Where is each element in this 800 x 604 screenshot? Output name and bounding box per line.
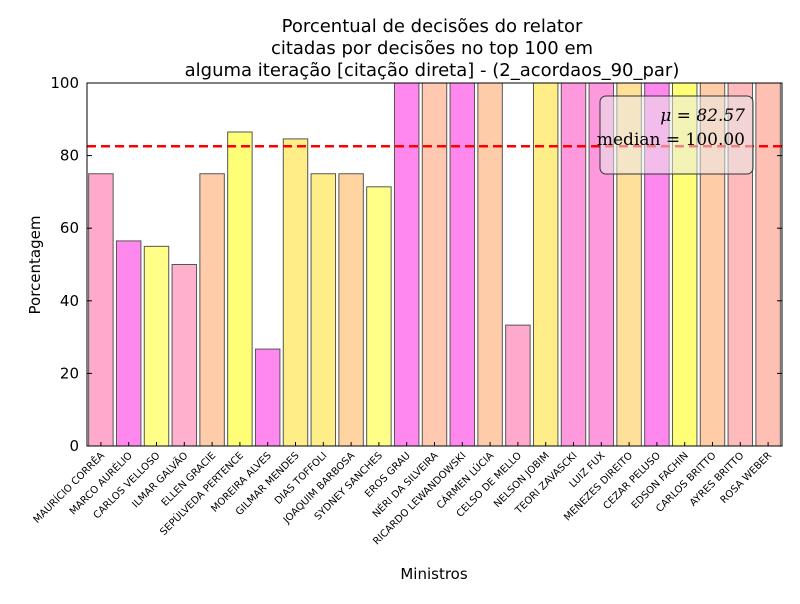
y-tick-label: 20 xyxy=(60,364,79,382)
bar xyxy=(477,82,503,447)
chart-title: Porcentual de decisões do relator citada… xyxy=(185,16,680,81)
x-axis-label: Ministros xyxy=(400,565,467,583)
bar xyxy=(115,240,142,447)
y-tick-label: 100 xyxy=(50,74,79,92)
chart-title-line-1: Porcentual de decisões do relator xyxy=(282,16,583,37)
bar xyxy=(393,82,420,447)
y-axis-label: Porcentagem xyxy=(26,216,44,315)
y-tick-label: 0 xyxy=(69,437,79,455)
bar xyxy=(338,173,364,447)
y-tick-label: 40 xyxy=(60,292,79,310)
bar xyxy=(227,131,253,447)
chart-title-line-3: alguma iteração [citação direta] - (2_ac… xyxy=(185,60,680,81)
bar xyxy=(449,82,476,447)
bar xyxy=(143,245,170,447)
bar xyxy=(88,173,114,447)
y-tick-label: 60 xyxy=(60,219,79,237)
stats-median-label: median = 100.00 xyxy=(597,130,745,150)
bar xyxy=(505,324,531,447)
bar xyxy=(560,82,587,447)
stats-box-frame xyxy=(599,95,754,175)
bar xyxy=(171,264,198,447)
bar xyxy=(199,173,225,447)
bar xyxy=(755,82,781,447)
bar xyxy=(532,82,559,447)
chart-title-line-2: citadas por decisões no top 100 em xyxy=(271,38,593,59)
bar xyxy=(366,186,392,447)
x-tick-label: ROSA WEBER xyxy=(719,450,775,506)
bar xyxy=(421,82,448,447)
bar xyxy=(310,173,337,447)
bar xyxy=(282,138,309,447)
stats-mu-label: μ = 82.57 xyxy=(660,106,745,126)
y-axis: 0 20 40 60 80 100 xyxy=(50,74,782,455)
stats-box: μ = 82.57 median = 100.00 xyxy=(597,95,754,175)
y-tick-label: 80 xyxy=(60,147,79,165)
bar xyxy=(254,348,281,447)
